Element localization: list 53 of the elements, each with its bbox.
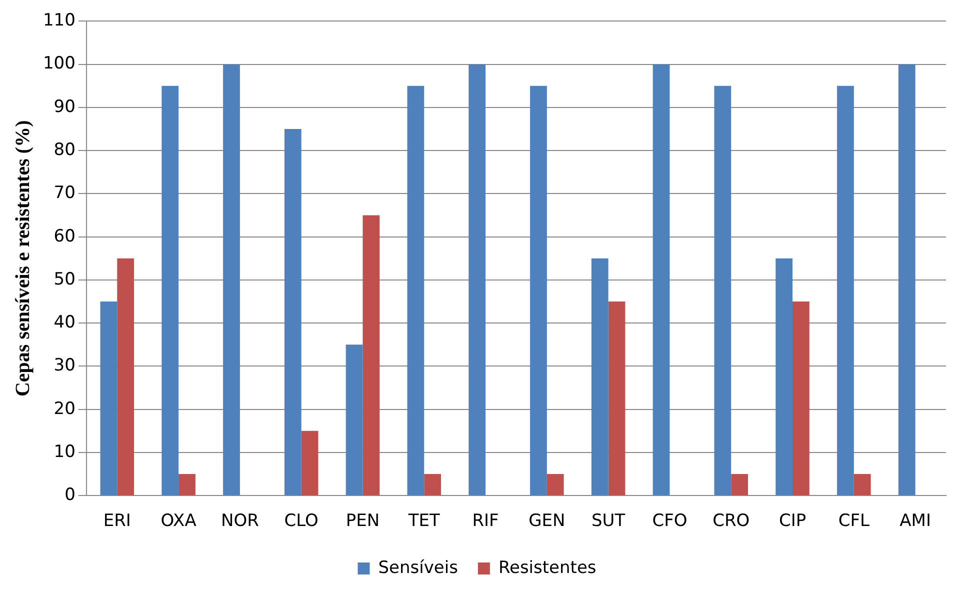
y-tick-label: 40 — [54, 312, 76, 333]
bar — [731, 474, 748, 496]
y-tick-label: 70 — [54, 183, 76, 204]
bar — [530, 86, 547, 496]
y-tick-label: 50 — [54, 269, 76, 290]
x-tick-label: CLO — [284, 511, 318, 532]
x-tick-label: CFL — [838, 511, 870, 532]
x-tick-label: OXA — [160, 511, 197, 532]
bar — [100, 302, 118, 496]
bar — [837, 86, 854, 496]
bar — [301, 430, 318, 496]
bar — [117, 258, 134, 496]
x-tick-label: CIP — [778, 511, 806, 532]
y-tick-label: 0 — [64, 485, 76, 506]
bar — [362, 215, 380, 496]
bar — [776, 258, 793, 496]
bar — [223, 64, 240, 496]
x-tick-label: TET — [407, 511, 440, 532]
bar — [284, 129, 302, 496]
legend-label: Resistentes — [498, 558, 596, 578]
y-tick-label: 30 — [54, 356, 76, 376]
y-tick-label: 110 — [42, 10, 76, 31]
bar — [407, 86, 424, 496]
y-tick-label: 60 — [54, 226, 76, 246]
bar — [346, 344, 363, 496]
bar — [898, 64, 916, 496]
x-tick-label: SUT — [592, 511, 626, 532]
bar — [608, 302, 626, 496]
x-tick-label: ERI — [103, 511, 131, 532]
y-tick-label: 20 — [54, 398, 76, 419]
bar — [792, 302, 810, 496]
x-tick-label: PEN — [346, 511, 380, 532]
y-tick-label: 90 — [54, 96, 76, 117]
x-tick-label: CRO — [712, 511, 750, 532]
y-tick-label: 10 — [54, 442, 76, 462]
x-tick-label: AMI — [900, 511, 931, 532]
bar — [854, 474, 871, 496]
bar — [162, 86, 179, 496]
bar — [424, 474, 442, 496]
x-tick-label: CFO — [652, 511, 688, 532]
bar — [591, 258, 608, 496]
x-tick-label: GEN — [528, 511, 566, 532]
y-axis-title: Cepas sensíveis e resistentes (%) — [12, 120, 34, 397]
bar — [714, 86, 732, 496]
x-tick-label: NOR — [220, 511, 260, 532]
bar — [178, 474, 196, 496]
y-tick-label: 100 — [42, 54, 76, 74]
bar — [652, 64, 670, 496]
legend-label: Sensíveis — [378, 558, 458, 578]
bar — [546, 474, 564, 496]
x-tick-label: RIF — [472, 511, 499, 532]
y-tick-label: 80 — [54, 140, 76, 160]
bar — [468, 64, 486, 496]
